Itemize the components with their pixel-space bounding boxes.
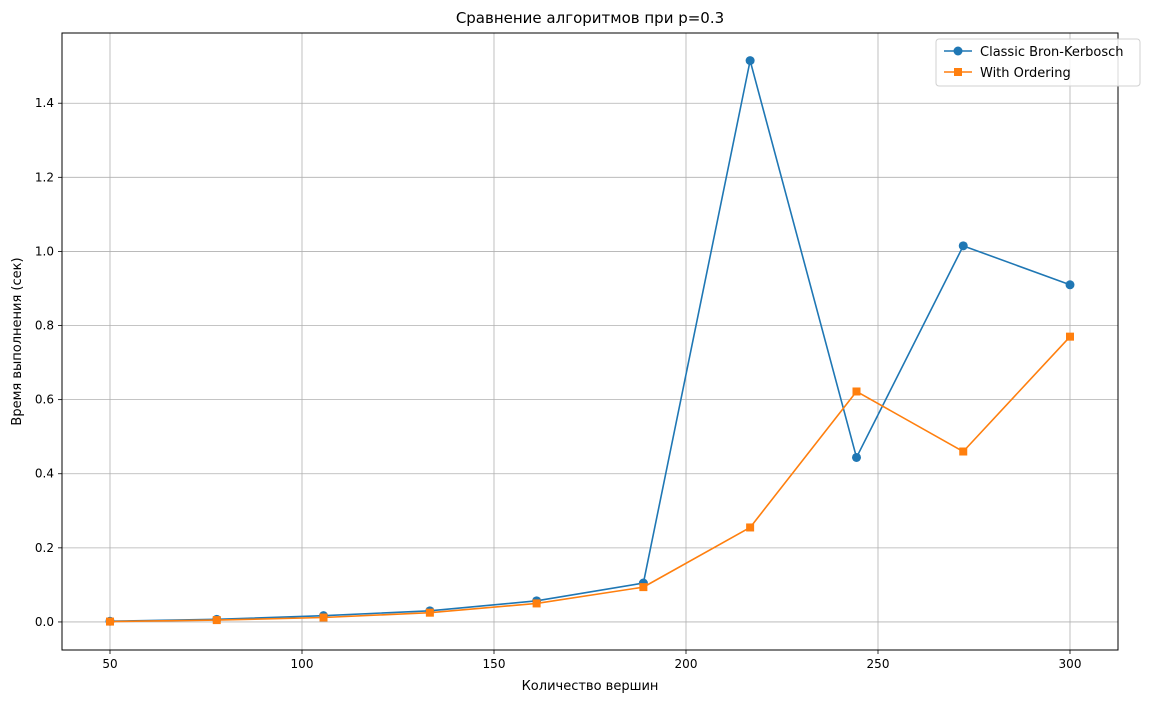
y-tick-label: 0.4 (35, 467, 54, 481)
data-point (851, 452, 861, 462)
y-tick-label: 1.2 (35, 170, 54, 184)
data-point (852, 387, 861, 396)
data-point (745, 56, 755, 66)
data-point (319, 613, 328, 622)
grid-lines (62, 33, 1118, 650)
y-tick-label: 0.2 (35, 541, 54, 555)
series-2 (106, 332, 1074, 626)
legend: Classic Bron-Kerbosch With Ordering (935, 38, 1141, 87)
x-tick-label: 150 (483, 657, 506, 671)
data-point (425, 608, 434, 617)
y-axis-label: Время выполнения (сек) (10, 257, 25, 425)
x-tick-label: 250 (867, 657, 890, 671)
y-tick-label: 1.4 (35, 96, 54, 110)
x-axis-label: Количество вершин (522, 679, 659, 694)
series-1 (105, 56, 1075, 626)
data-point (106, 617, 114, 626)
data-point (958, 241, 968, 251)
data-point (532, 599, 541, 608)
data-point (959, 447, 968, 456)
data-point (212, 616, 221, 625)
chart-title: Сравнение алгоритмов при p=0.3 (456, 9, 724, 27)
y-tick-label: 0.8 (35, 319, 54, 333)
legend-label: Classic Bron-Kerbosch (980, 45, 1124, 60)
series-layer (105, 56, 1075, 626)
y-tick-label: 0.6 (35, 393, 54, 407)
y-tick-label: 1.0 (35, 244, 54, 258)
x-tick-label: 200 (675, 657, 698, 671)
data-point (1065, 280, 1075, 290)
data-point (746, 523, 755, 532)
plot-frame (61, 32, 1119, 651)
legend-box (935, 38, 1141, 87)
legend-marker (953, 46, 963, 56)
data-point (639, 583, 648, 592)
axis-ticks: 50 100 150 200 250 300 0.0 0.2 0.4 0.6 0.8 1.0 1.2 1.… (35, 96, 1082, 671)
y-tick-label: 0.0 (35, 615, 54, 629)
legend-marker (954, 68, 962, 76)
legend-item: Classic Bron-Kerbosch (944, 45, 1124, 60)
series-line (109, 336, 1071, 623)
legend-label: With Ordering (980, 66, 1071, 81)
data-point (1066, 332, 1074, 341)
series-line (109, 59, 1071, 623)
legend-item: With Ordering (944, 66, 1071, 81)
x-tick-label: 100 (291, 657, 314, 671)
x-tick-label: 300 (1059, 657, 1082, 671)
x-tick-label: 50 (102, 657, 117, 671)
